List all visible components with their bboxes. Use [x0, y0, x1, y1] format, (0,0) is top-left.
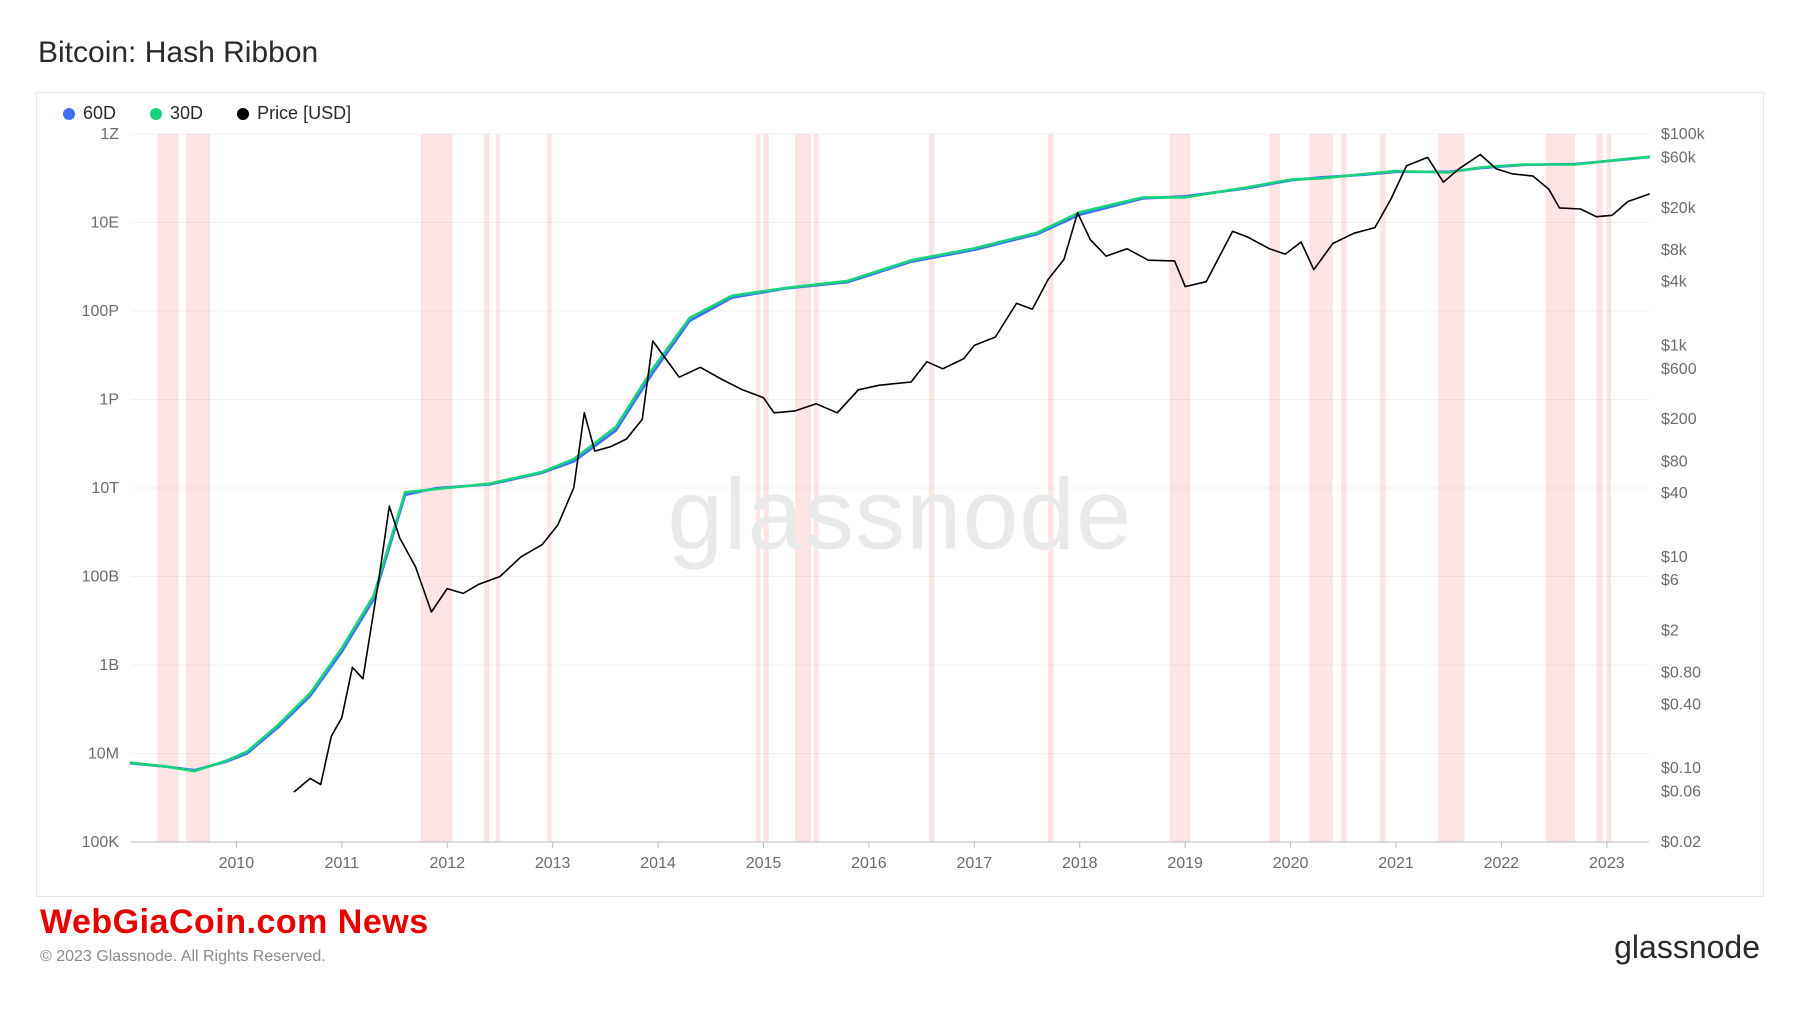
svg-text:$1k: $1k: [1661, 337, 1688, 354]
legend-dot-60d: [63, 108, 75, 120]
svg-text:$0.10: $0.10: [1661, 760, 1701, 777]
page-title: Bitcoin: Hash Ribbon: [38, 36, 1764, 70]
legend: 60D 30D Price [USD]: [37, 93, 1763, 128]
legend-dot-price: [237, 108, 249, 120]
svg-text:2010: 2010: [219, 855, 255, 872]
svg-text:2023: 2023: [1589, 855, 1625, 872]
svg-text:2015: 2015: [746, 855, 782, 872]
svg-text:10T: 10T: [91, 480, 119, 497]
legend-dot-30d: [150, 108, 162, 120]
svg-text:2019: 2019: [1167, 855, 1203, 872]
svg-text:2021: 2021: [1378, 855, 1414, 872]
svg-text:1B: 1B: [99, 657, 119, 674]
svg-text:2018: 2018: [1062, 855, 1098, 872]
legend-item-30d: 30D: [150, 103, 203, 124]
svg-text:$4k: $4k: [1661, 274, 1688, 291]
svg-text:$6: $6: [1661, 572, 1679, 589]
legend-item-60d: 60D: [63, 103, 116, 124]
svg-text:$10: $10: [1661, 549, 1688, 566]
svg-text:$600: $600: [1661, 361, 1697, 378]
svg-text:$2: $2: [1661, 623, 1679, 640]
svg-text:10M: 10M: [88, 746, 119, 763]
plot-area: glassnode 100K10M1B100B10T1P100P10E1Z$0.…: [45, 128, 1755, 888]
copyright: © 2023 Glassnode. All Rights Reserved.: [40, 948, 429, 966]
svg-text:$0.06: $0.06: [1661, 784, 1701, 801]
svg-text:$80: $80: [1661, 453, 1688, 470]
legend-label-price: Price [USD]: [257, 103, 351, 124]
chart-frame: 60D 30D Price [USD] glassnode 100K10M1B1…: [36, 92, 1764, 897]
svg-text:2020: 2020: [1273, 855, 1309, 872]
overlay-brand: WebGiaCoin.com News: [40, 903, 429, 942]
svg-text:100K: 100K: [82, 834, 120, 851]
svg-text:2011: 2011: [325, 855, 360, 872]
svg-text:$100k: $100k: [1661, 128, 1706, 143]
svg-text:$60k: $60k: [1661, 149, 1697, 166]
svg-text:2017: 2017: [957, 855, 993, 872]
svg-text:100B: 100B: [82, 569, 119, 586]
legend-label-30d: 30D: [170, 103, 203, 124]
plot-svg: 100K 10M 1B 100B 10T 1P 100P 10E 1Z $0.02 $0.06 $0.…: [45, 128, 1755, 888]
svg-text:$0.80: $0.80: [1661, 665, 1701, 682]
svg-text:2022: 2022: [1484, 855, 1520, 872]
svg-text:100P: 100P: [82, 303, 119, 320]
svg-text:$40: $40: [1661, 485, 1688, 502]
svg-text:10E: 10E: [91, 215, 119, 232]
svg-text:1P: 1P: [99, 392, 119, 409]
svg-text:2012: 2012: [429, 855, 465, 872]
svg-text:$8k: $8k: [1661, 242, 1688, 259]
legend-item-price: Price [USD]: [237, 103, 351, 124]
svg-text:1Z: 1Z: [100, 128, 119, 143]
svg-text:2016: 2016: [851, 855, 887, 872]
svg-text:$200: $200: [1661, 411, 1697, 428]
brand-logo: glassnode: [1614, 929, 1760, 966]
svg-text:$20k: $20k: [1661, 200, 1697, 217]
svg-text:2013: 2013: [535, 855, 571, 872]
svg-text:$0.02: $0.02: [1661, 834, 1701, 851]
legend-label-60d: 60D: [83, 103, 116, 124]
svg-text:$0.40: $0.40: [1661, 696, 1701, 713]
svg-text:2014: 2014: [640, 855, 676, 872]
